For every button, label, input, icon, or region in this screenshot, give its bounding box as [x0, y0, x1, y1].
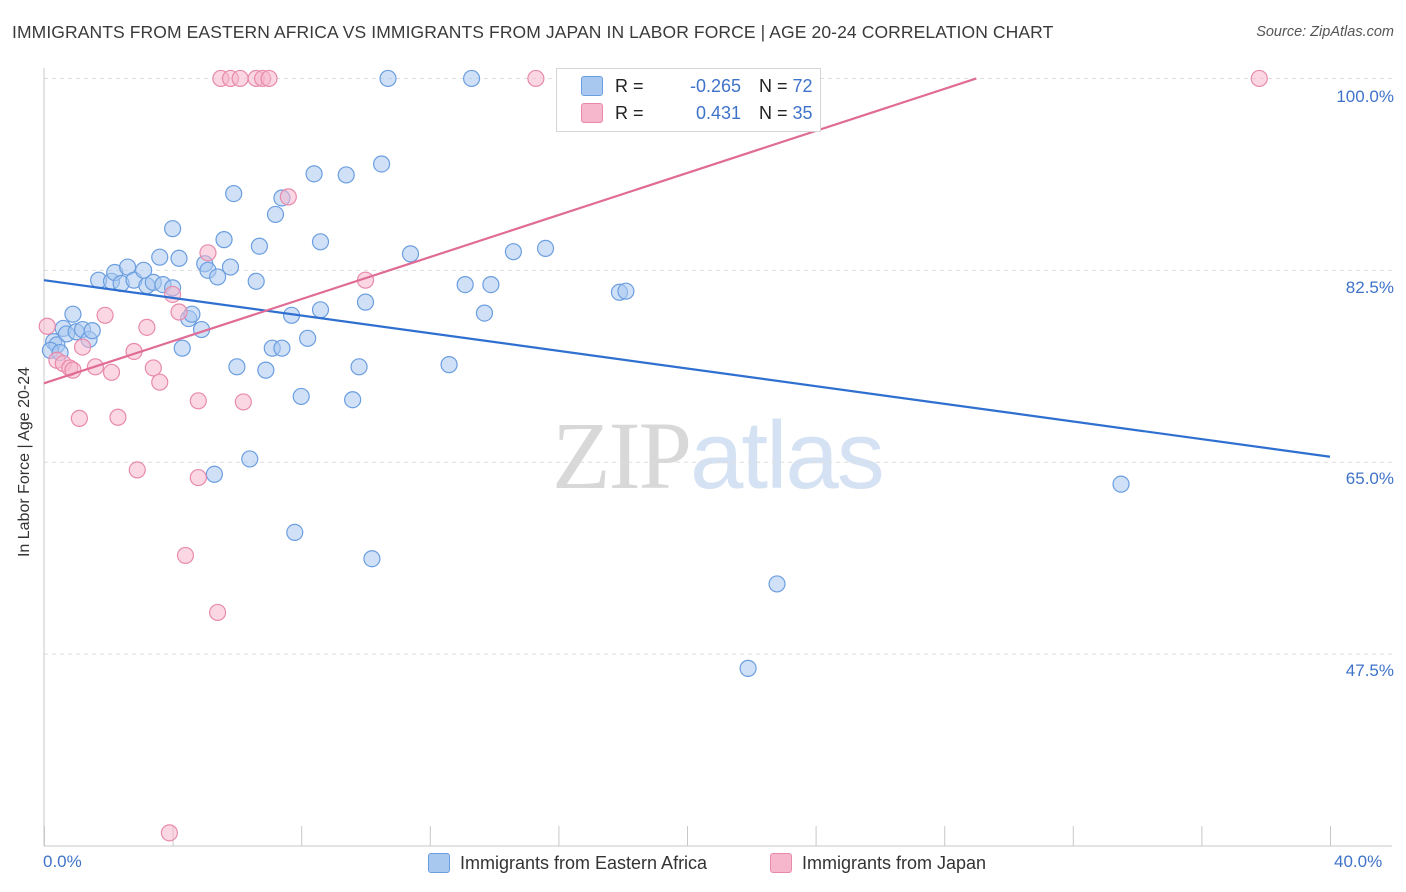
point-japan — [199, 244, 217, 262]
point-japan — [102, 363, 121, 381]
watermark-atlas: atlas — [690, 402, 885, 509]
point-eastern-africa — [372, 155, 391, 173]
point-eastern-africa — [739, 659, 757, 677]
y-tick-label: 65.0% — [1345, 469, 1394, 488]
point-japan — [128, 461, 146, 479]
point-japan — [96, 306, 114, 324]
point-eastern-africa — [1112, 475, 1130, 493]
point-eastern-africa — [164, 220, 182, 238]
x-tick-label-end: 40.0% — [1334, 852, 1383, 871]
point-eastern-africa — [482, 275, 500, 294]
point-eastern-africa — [273, 339, 291, 357]
point-eastern-africa — [456, 275, 474, 294]
n-label: N = 35 — [759, 103, 813, 123]
trend-line-japan — [43, 77, 977, 385]
point-eastern-africa — [228, 358, 246, 376]
r-label: R = — [615, 103, 644, 123]
y-tick-label: 82.5% — [1345, 278, 1394, 297]
point-eastern-africa — [173, 339, 191, 357]
point-japan — [260, 69, 278, 88]
point-eastern-africa — [225, 184, 243, 203]
point-eastern-africa — [311, 301, 330, 319]
point-eastern-africa — [401, 245, 420, 263]
y-tick-label: 47.5% — [1345, 661, 1394, 680]
point-eastern-africa — [266, 205, 285, 224]
point-eastern-africa — [768, 575, 786, 593]
n-value: 35 — [792, 103, 813, 123]
n-label: N = 72 — [759, 76, 813, 96]
point-japan — [279, 188, 297, 206]
series-swatch — [581, 103, 603, 123]
watermark-zip: ZIP — [552, 402, 692, 509]
y-axis-label: In Labor Force | Age 20-24 — [16, 366, 33, 558]
point-japan — [109, 408, 127, 426]
series-swatch — [581, 76, 603, 96]
legend-swatch — [770, 853, 792, 873]
point-eastern-africa — [64, 305, 82, 323]
point-eastern-africa — [617, 282, 635, 300]
point-japan — [164, 285, 182, 304]
point-eastern-africa — [299, 329, 317, 347]
point-eastern-africa — [379, 69, 397, 88]
point-japan — [160, 824, 178, 842]
point-eastern-africa — [344, 391, 362, 409]
point-eastern-africa — [221, 258, 240, 276]
point-eastern-africa — [241, 450, 259, 468]
point-eastern-africa — [209, 268, 227, 286]
point-eastern-africa — [205, 465, 223, 483]
point-japan — [73, 338, 92, 356]
point-eastern-africa — [462, 69, 481, 88]
source-credit: Source: ZipAtlas.com — [1256, 24, 1394, 40]
point-eastern-africa — [151, 248, 169, 266]
watermark: ZIPatlas — [552, 400, 885, 511]
point-eastern-africa — [247, 272, 265, 290]
point-japan — [189, 392, 207, 410]
n-value: 72 — [792, 76, 813, 96]
point-eastern-africa — [350, 358, 368, 376]
point-eastern-africa — [215, 231, 233, 249]
point-japan — [209, 603, 227, 622]
point-eastern-africa — [292, 387, 310, 406]
point-eastern-africa — [337, 166, 355, 184]
legend-label: Immigrants from Eastern Africa — [460, 853, 708, 873]
chart-title: IMMIGRANTS FROM EASTERN AFRICA VS IMMIGR… — [12, 22, 1054, 42]
stats-box: R = -0.265 N = 72 R = 0.431 N = 35 — [556, 68, 821, 132]
r-label: R = — [615, 76, 644, 96]
x-tick-label-start: 0.0% — [43, 852, 82, 871]
point-eastern-africa — [363, 550, 381, 568]
point-eastern-africa — [440, 356, 458, 374]
r-value: -0.265 — [689, 76, 741, 96]
point-japan — [189, 468, 207, 487]
point-eastern-africa — [286, 523, 304, 542]
legend-swatch — [428, 853, 450, 873]
point-japan — [231, 69, 249, 88]
point-japan — [176, 546, 195, 565]
point-japan — [38, 317, 56, 335]
point-eastern-africa — [356, 293, 375, 311]
point-eastern-africa — [250, 237, 269, 255]
point-eastern-africa — [311, 233, 330, 251]
point-eastern-africa — [257, 361, 275, 379]
point-japan — [70, 409, 88, 427]
trend-line-eastern-africa — [43, 279, 1331, 458]
point-japan — [527, 69, 545, 88]
point-japan — [1250, 69, 1268, 88]
point-eastern-africa — [475, 304, 494, 322]
legend-label: Immigrants from Japan — [802, 853, 987, 873]
point-japan — [151, 373, 169, 391]
point-japan — [234, 393, 252, 411]
point-eastern-africa — [83, 322, 101, 340]
point-japan — [138, 318, 156, 336]
point-eastern-africa — [504, 243, 522, 261]
y-tick-label: 100.0% — [1336, 87, 1394, 106]
r-value: 0.431 — [695, 103, 741, 123]
point-eastern-africa — [170, 249, 188, 267]
point-eastern-africa — [536, 239, 555, 258]
point-japan — [144, 359, 162, 377]
point-eastern-africa — [305, 165, 323, 183]
point-japan — [170, 303, 188, 321]
